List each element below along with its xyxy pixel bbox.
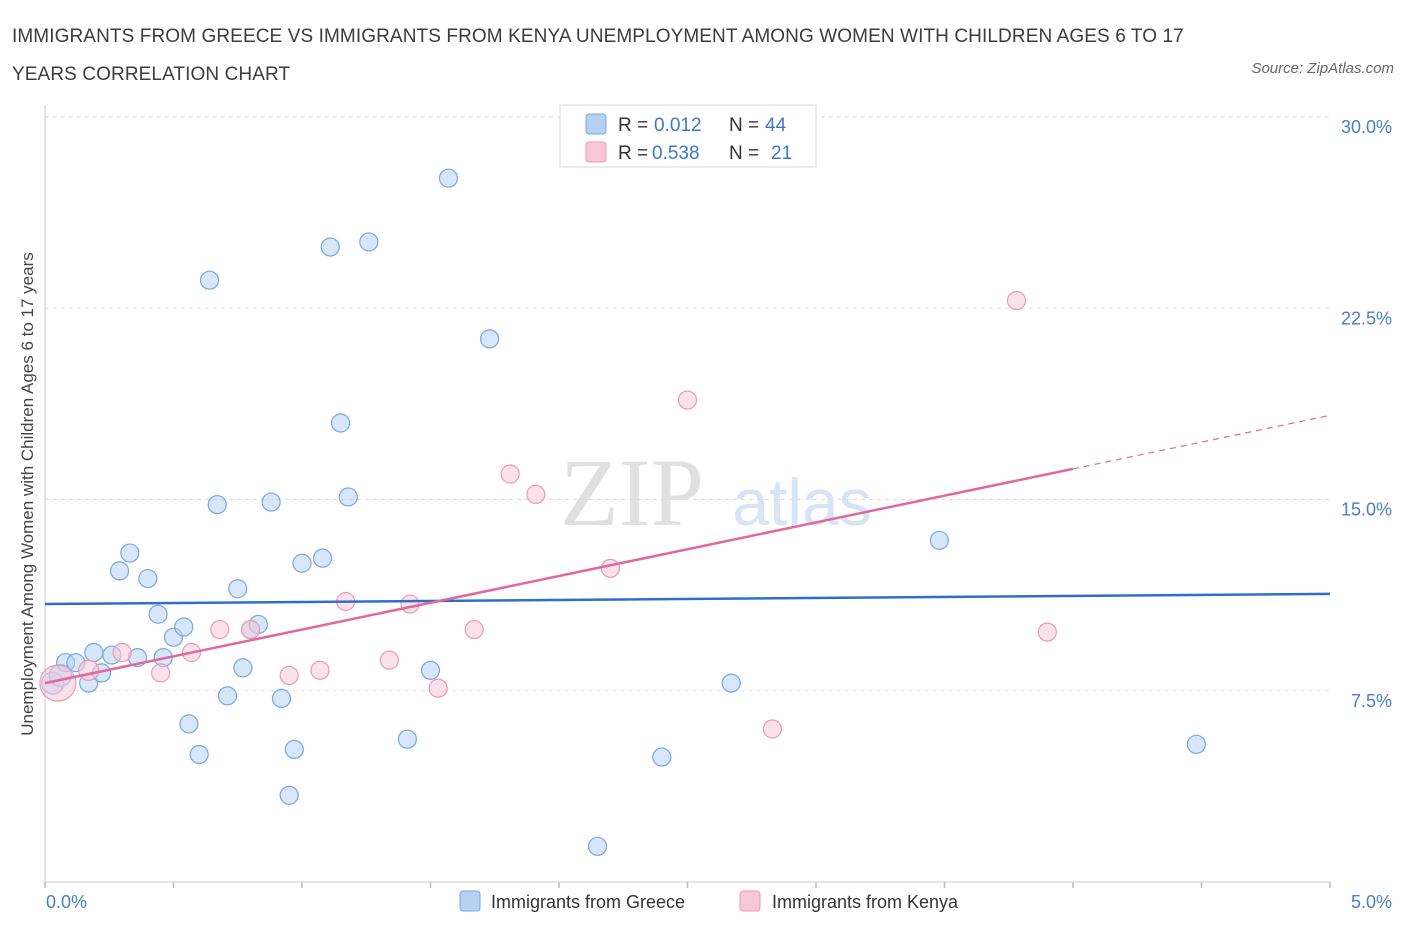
x-tick-label-1: 5.0% xyxy=(1351,892,1392,912)
greece-point-19 xyxy=(207,495,227,515)
greece-point-41 xyxy=(721,673,741,693)
kenya-point-5 xyxy=(210,619,230,640)
greece-point-43 xyxy=(1186,734,1206,754)
kenya-point-18 xyxy=(762,719,782,739)
y-tick-label-1: 15.0% xyxy=(1341,500,1392,520)
kenya-point-14 xyxy=(500,464,520,484)
greece-point-42 xyxy=(929,530,949,550)
stats-legend: R = 0.012 N = 44 R = 0.538 N = 21 xyxy=(559,104,817,168)
kenya-point-19 xyxy=(1006,291,1027,311)
bottom-legend-label-kenya: Immigrants from Kenya xyxy=(772,892,959,912)
kenya-point-0 xyxy=(39,664,77,702)
greece-point-35 xyxy=(397,729,417,749)
greece-point-21 xyxy=(228,579,248,599)
greece-point-32 xyxy=(330,413,351,433)
greece-point-33 xyxy=(338,487,358,507)
kenya-point-13 xyxy=(464,619,484,640)
greece-point-17 xyxy=(189,744,209,765)
greece-point-16 xyxy=(179,714,199,734)
kenya-point-2 xyxy=(112,642,132,663)
greece-point-29 xyxy=(292,553,312,573)
y-tick-label-0: 7.5% xyxy=(1351,691,1392,711)
legend-r-label-kenya: R = xyxy=(618,143,648,164)
y-tick-label-2: 22.5% xyxy=(1341,308,1392,328)
greece-point-11 xyxy=(138,568,158,589)
kenya-point-15 xyxy=(526,484,546,504)
greece-point-18 xyxy=(199,270,220,290)
kenya-point-11 xyxy=(400,594,420,614)
legend-swatch-kenya xyxy=(585,141,607,163)
legend-swatch-greece xyxy=(585,113,607,135)
greece-point-37 xyxy=(480,329,500,349)
x-tick-label-0: 0.0% xyxy=(46,892,87,912)
greece-trend-line xyxy=(44,592,1331,606)
greece-point-39 xyxy=(587,836,608,856)
greece-point-34 xyxy=(359,232,379,252)
greece-point-31 xyxy=(320,237,340,257)
kenya-point-12 xyxy=(428,678,448,698)
kenya-point-10 xyxy=(379,650,399,670)
greece-point-36 xyxy=(438,168,459,188)
greece-point-28 xyxy=(284,739,304,760)
kenya-point-1 xyxy=(78,659,100,681)
bottom-legend-label-greece: Immigrants from Greece xyxy=(491,892,685,912)
greece-point-30 xyxy=(312,548,333,568)
source-label: Source: ZipAtlas.com xyxy=(1251,60,1394,77)
greece-point-5 xyxy=(84,642,104,663)
x-tick-labels: 0.0% 5.0% xyxy=(46,892,1392,912)
watermark-zip: ZIP xyxy=(560,439,704,546)
chart-title: IMMIGRANTS FROM GREECE VS IMMIGRANTS FRO… xyxy=(12,26,1184,85)
kenya-point-16 xyxy=(600,558,621,578)
greece-point-38 xyxy=(420,660,441,680)
greece-point-25 xyxy=(261,492,281,512)
y-tick-labels: 7.5% 15.0% 22.5% 30.0% xyxy=(1341,117,1392,711)
bottom-legend-swatch-greece xyxy=(459,890,481,912)
kenya-point-17 xyxy=(677,390,698,410)
legend-n-label-kenya: N = xyxy=(729,143,759,164)
greece-point-15 xyxy=(174,617,194,637)
greece-point-22 xyxy=(233,658,253,678)
legend-r-label-greece: R = xyxy=(618,115,648,136)
kenya-point-7 xyxy=(279,665,299,686)
kenya-trend-line xyxy=(44,467,1074,685)
kenya-point-3 xyxy=(151,663,171,683)
legend-r-value-kenya: 0.538 xyxy=(652,143,700,164)
legend-n-value-kenya: 21 xyxy=(771,143,792,164)
kenya-trend-line-extension xyxy=(1072,414,1331,470)
axes xyxy=(44,105,1331,888)
series-legend: Immigrants from Greece Immigrants from K… xyxy=(459,890,959,912)
greece-point-40 xyxy=(652,747,672,767)
kenya-point-20 xyxy=(1037,622,1057,642)
series-kenya-points xyxy=(39,291,1057,739)
greece-point-26 xyxy=(271,688,292,709)
trend-lines xyxy=(44,414,1331,685)
greece-point-27 xyxy=(279,785,299,805)
greece-point-12 xyxy=(148,604,168,624)
legend-n-value-greece: 44 xyxy=(765,115,787,136)
kenya-point-6 xyxy=(241,619,261,640)
greece-point-9 xyxy=(120,543,140,563)
greece-point-8 xyxy=(109,561,130,581)
watermark-atlas: atlas xyxy=(732,465,871,539)
bottom-legend-swatch-kenya xyxy=(739,890,761,912)
y-tick-label-3: 30.0% xyxy=(1341,117,1392,137)
legend-r-value-greece: 0.012 xyxy=(654,115,702,136)
legend-n-label-greece: N = xyxy=(729,115,759,136)
kenya-point-8 xyxy=(310,660,330,680)
y-axis-label: Unemployment Among Women with Children A… xyxy=(18,252,37,736)
greece-point-20 xyxy=(217,686,238,706)
